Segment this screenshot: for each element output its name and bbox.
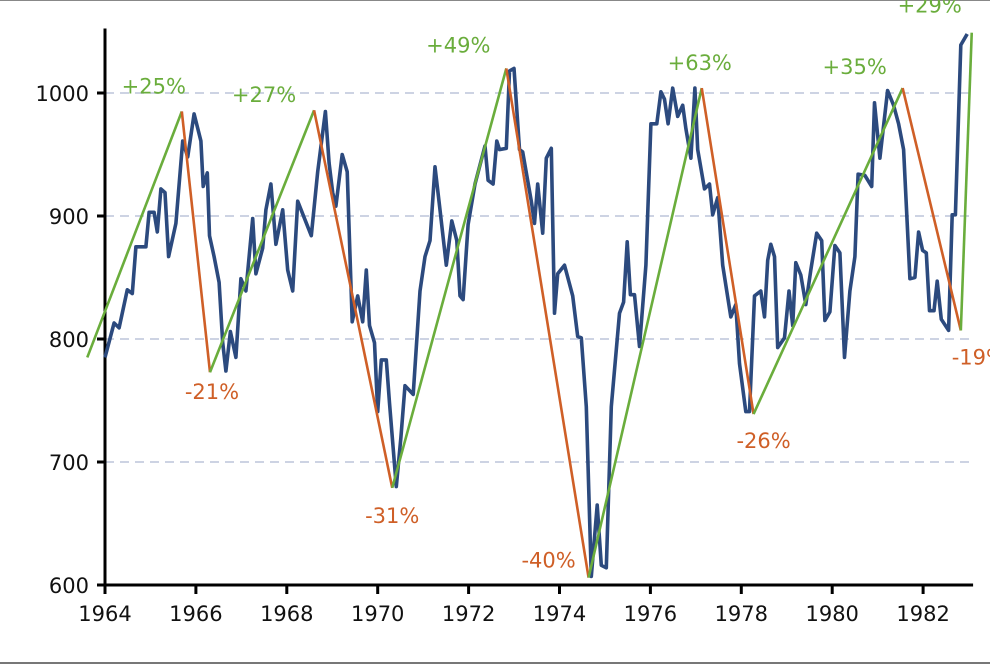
axes: 600 700 800 900 1000 1964 1966 1968 1970 1972 1974… bbox=[36, 28, 974, 626]
gridlines bbox=[105, 92, 974, 463]
y-tick-label: 700 bbox=[49, 451, 89, 475]
rally-line bbox=[587, 87, 704, 578]
rally-line bbox=[208, 109, 316, 373]
frame-top-border bbox=[0, 0, 990, 1]
decline-label: -19% bbox=[952, 345, 990, 369]
swing-lines bbox=[86, 32, 974, 578]
decline-label: -26% bbox=[736, 429, 790, 453]
rally-line bbox=[959, 32, 974, 331]
x-tick-label: 1966 bbox=[169, 602, 222, 626]
x-tick-label: 1978 bbox=[715, 602, 768, 626]
index-series bbox=[103, 33, 969, 579]
frame-bottom-border bbox=[0, 662, 990, 664]
rally-label: +29% bbox=[898, 0, 962, 18]
decline-label: -21% bbox=[185, 380, 239, 404]
y-tick-label: 900 bbox=[49, 205, 89, 229]
x-tick-label: 1980 bbox=[805, 602, 858, 626]
swing-labels: +25% -21% +27% -31% +49% -40% +63% -26% +35% -19%… bbox=[122, 0, 990, 573]
x-tick-label: 1964 bbox=[78, 602, 131, 626]
decline-line bbox=[312, 109, 394, 489]
rally-label: +25% bbox=[122, 74, 186, 98]
y-tick-label: 800 bbox=[49, 328, 89, 352]
x-tick-label: 1972 bbox=[442, 602, 495, 626]
rally-label: +35% bbox=[823, 55, 887, 79]
decline-label: -31% bbox=[365, 504, 419, 528]
decline-line bbox=[700, 87, 755, 415]
x-tick-label: 1982 bbox=[896, 602, 949, 626]
rally-label: +27% bbox=[232, 83, 296, 107]
x-tick-label: 1968 bbox=[260, 602, 313, 626]
rally-label: +49% bbox=[426, 33, 490, 57]
x-tick-label: 1974 bbox=[533, 602, 586, 626]
x-tick-label: 1976 bbox=[624, 602, 677, 626]
rally-line bbox=[390, 68, 508, 489]
index-line bbox=[103, 33, 969, 579]
decline-label: -40% bbox=[521, 549, 575, 573]
decline-line bbox=[180, 111, 212, 373]
decline-line bbox=[505, 68, 590, 578]
decline-line bbox=[901, 87, 963, 331]
rally-line bbox=[752, 87, 904, 415]
rally-line bbox=[86, 110, 184, 358]
y-tick-label: 600 bbox=[49, 574, 89, 598]
x-tick-label: 1970 bbox=[351, 602, 404, 626]
rally-label: +63% bbox=[668, 51, 732, 75]
y-tick-label: 1000 bbox=[36, 82, 89, 106]
